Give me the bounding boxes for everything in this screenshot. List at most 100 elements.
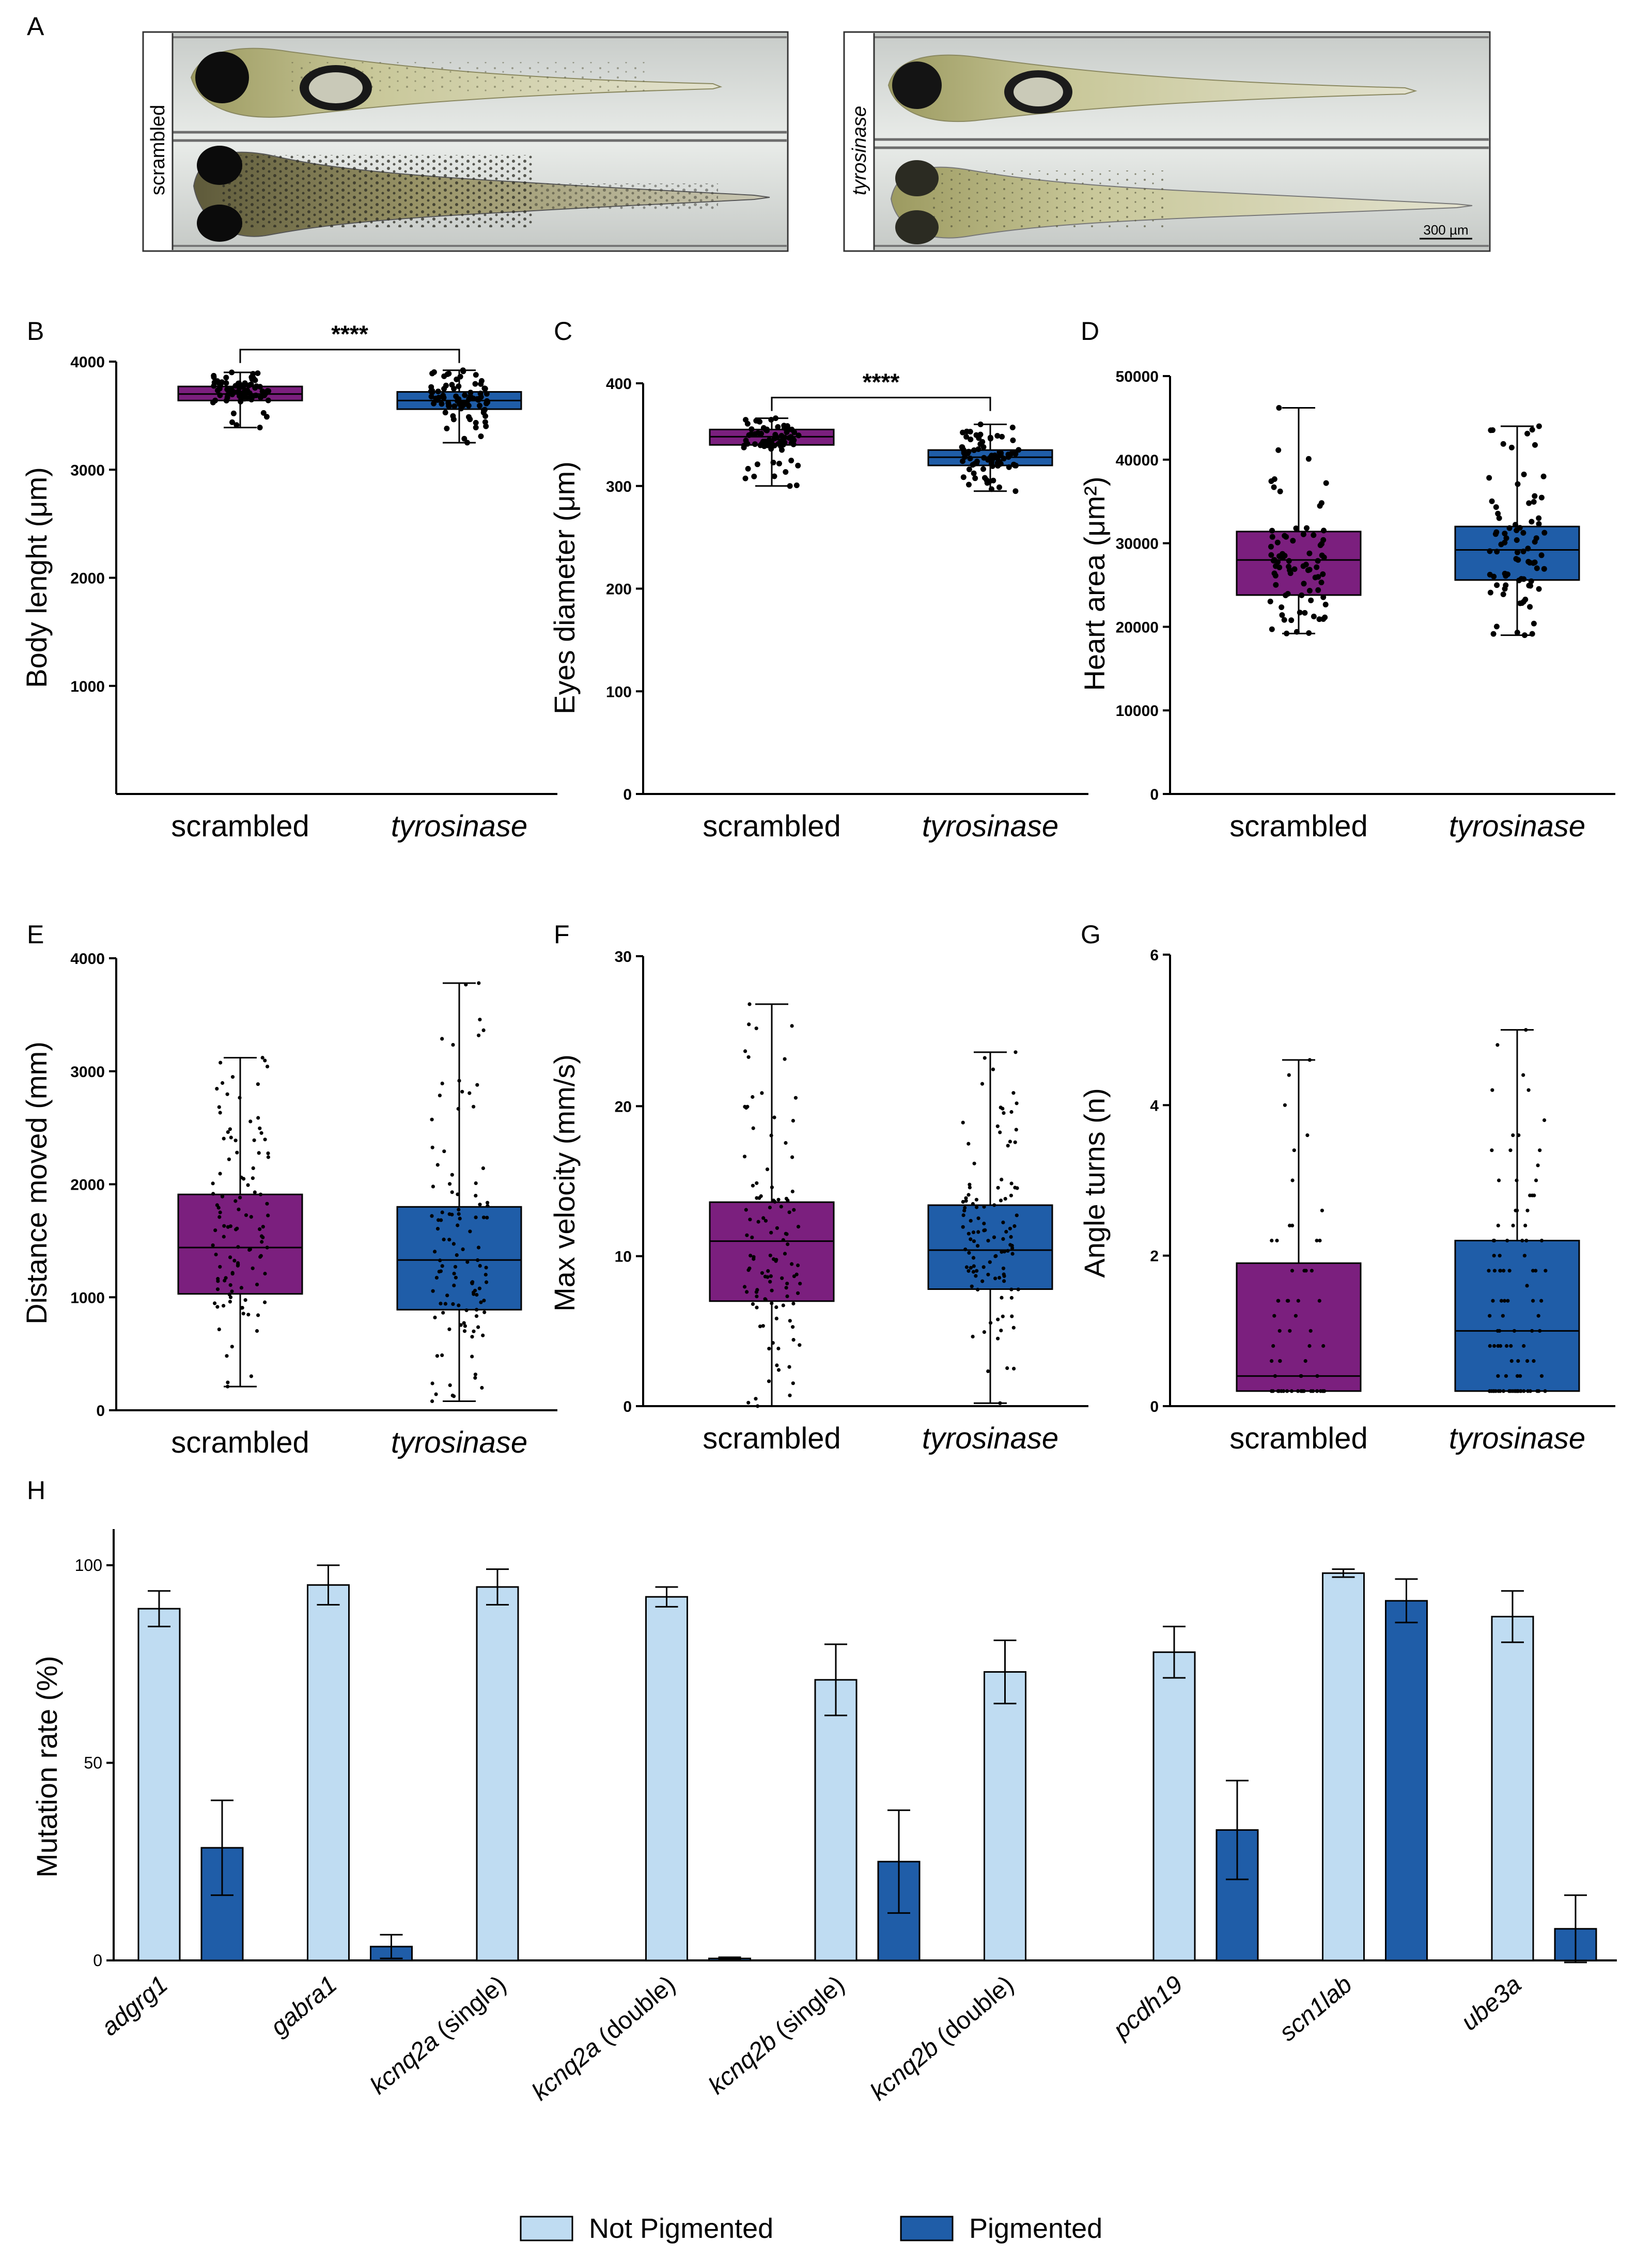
data-point: [1525, 1284, 1529, 1288]
data-point: [791, 1381, 795, 1385]
x-category-label: tyrosinase: [1449, 809, 1585, 843]
data-point: [1315, 1374, 1319, 1378]
data-point: [474, 1216, 478, 1220]
data-point: [234, 1227, 238, 1232]
data-point: [470, 1281, 474, 1285]
data-point: [467, 416, 473, 423]
data-point: [760, 1091, 764, 1095]
data-point: [1305, 1133, 1310, 1138]
bar-group: kcnq2a (single): [365, 1568, 519, 2100]
data-point: [751, 1302, 755, 1306]
data-point: [434, 1392, 438, 1396]
data-point: [982, 1330, 986, 1334]
data-point: [1009, 1193, 1013, 1197]
data-point: [963, 434, 970, 440]
larva-eye: [197, 146, 242, 185]
data-point: [475, 1307, 479, 1312]
box-scrambled: [1236, 405, 1362, 636]
data-point: [1009, 1296, 1014, 1300]
data-point: [1515, 549, 1520, 555]
bar-not-pigmented: [814, 1679, 858, 1961]
panel-label: B: [27, 317, 44, 346]
data-point: [258, 1126, 262, 1130]
data-point: [462, 392, 468, 398]
data-point: [971, 1334, 975, 1338]
data-point: [226, 1384, 230, 1389]
data-point: [1518, 1389, 1522, 1393]
data-point: [787, 483, 793, 489]
data-point: [1523, 1223, 1528, 1227]
data-point: [743, 1049, 747, 1053]
data-point: [1000, 1177, 1004, 1181]
data-point: [1290, 1223, 1295, 1227]
data-point: [790, 1262, 794, 1266]
data-point: [990, 477, 996, 484]
data-point: [994, 433, 1001, 439]
data-point: [982, 475, 988, 481]
data-point: [1279, 604, 1285, 610]
data-point: [971, 1230, 976, 1235]
box-tyrosinase: [1454, 1028, 1580, 1393]
data-point: [981, 455, 987, 461]
data-point: [976, 1230, 980, 1234]
data-point: [1525, 1208, 1530, 1212]
data-point: [263, 1058, 267, 1063]
data-point: [761, 1324, 765, 1328]
y-axis-label: Angle turns (n): [1078, 1088, 1111, 1277]
data-point: [1489, 498, 1495, 504]
x-category-label: scrambled: [171, 809, 309, 843]
data-point: [1268, 543, 1274, 550]
data-point: [433, 1250, 437, 1254]
data-point: [440, 1037, 444, 1041]
data-point: [993, 1254, 998, 1258]
data-point: [266, 388, 272, 394]
data-point: [961, 1213, 965, 1217]
data-point: [980, 1279, 985, 1283]
data-point: [1524, 430, 1531, 437]
larva-eye: [197, 205, 242, 242]
data-point: [447, 1238, 451, 1242]
data-point: [213, 1301, 217, 1305]
data-point: [761, 1216, 766, 1220]
box-body: [1236, 1262, 1362, 1392]
data-point: [1277, 488, 1283, 494]
data-point: [1299, 592, 1305, 598]
data-point: [442, 1237, 446, 1241]
data-point: [1319, 552, 1325, 558]
data-point: [451, 1302, 455, 1306]
data-point: [1010, 1252, 1015, 1256]
data-point: [211, 1192, 215, 1196]
data-point: [1013, 462, 1019, 469]
data-point: [433, 1315, 437, 1319]
data-point: [1505, 1238, 1509, 1243]
panel-g: G 0 2 4 6 Angle turns (n) scrambled tyrosinase: [1078, 920, 1615, 1455]
data-point: [752, 1255, 756, 1259]
data-point: [974, 1274, 978, 1278]
data-point: [786, 426, 792, 432]
data-point: [972, 1161, 976, 1165]
data-point: [1521, 471, 1527, 477]
data-point: [266, 1155, 271, 1159]
data-point: [439, 401, 445, 407]
data-point: [1001, 1266, 1006, 1270]
data-point: [473, 425, 479, 431]
box-tyrosinase: [927, 422, 1053, 494]
data-point: [1304, 1269, 1308, 1273]
data-point: [1317, 1299, 1321, 1303]
data-point: [1529, 427, 1535, 433]
data-point: [235, 1150, 239, 1155]
data-point: [440, 1264, 444, 1268]
data-point: [472, 1329, 476, 1333]
data-point: [217, 1215, 222, 1219]
data-point: [1488, 1389, 1492, 1393]
data-point: [1270, 1389, 1274, 1393]
data-point: [973, 432, 979, 438]
data-point: [744, 1208, 748, 1212]
data-point: [743, 438, 749, 444]
data-point: [1315, 587, 1321, 593]
data-point: [787, 1365, 791, 1369]
data-point: [746, 1400, 751, 1405]
data-point: [1300, 563, 1306, 569]
data-point: [454, 1275, 458, 1280]
data-point: [1286, 558, 1292, 564]
